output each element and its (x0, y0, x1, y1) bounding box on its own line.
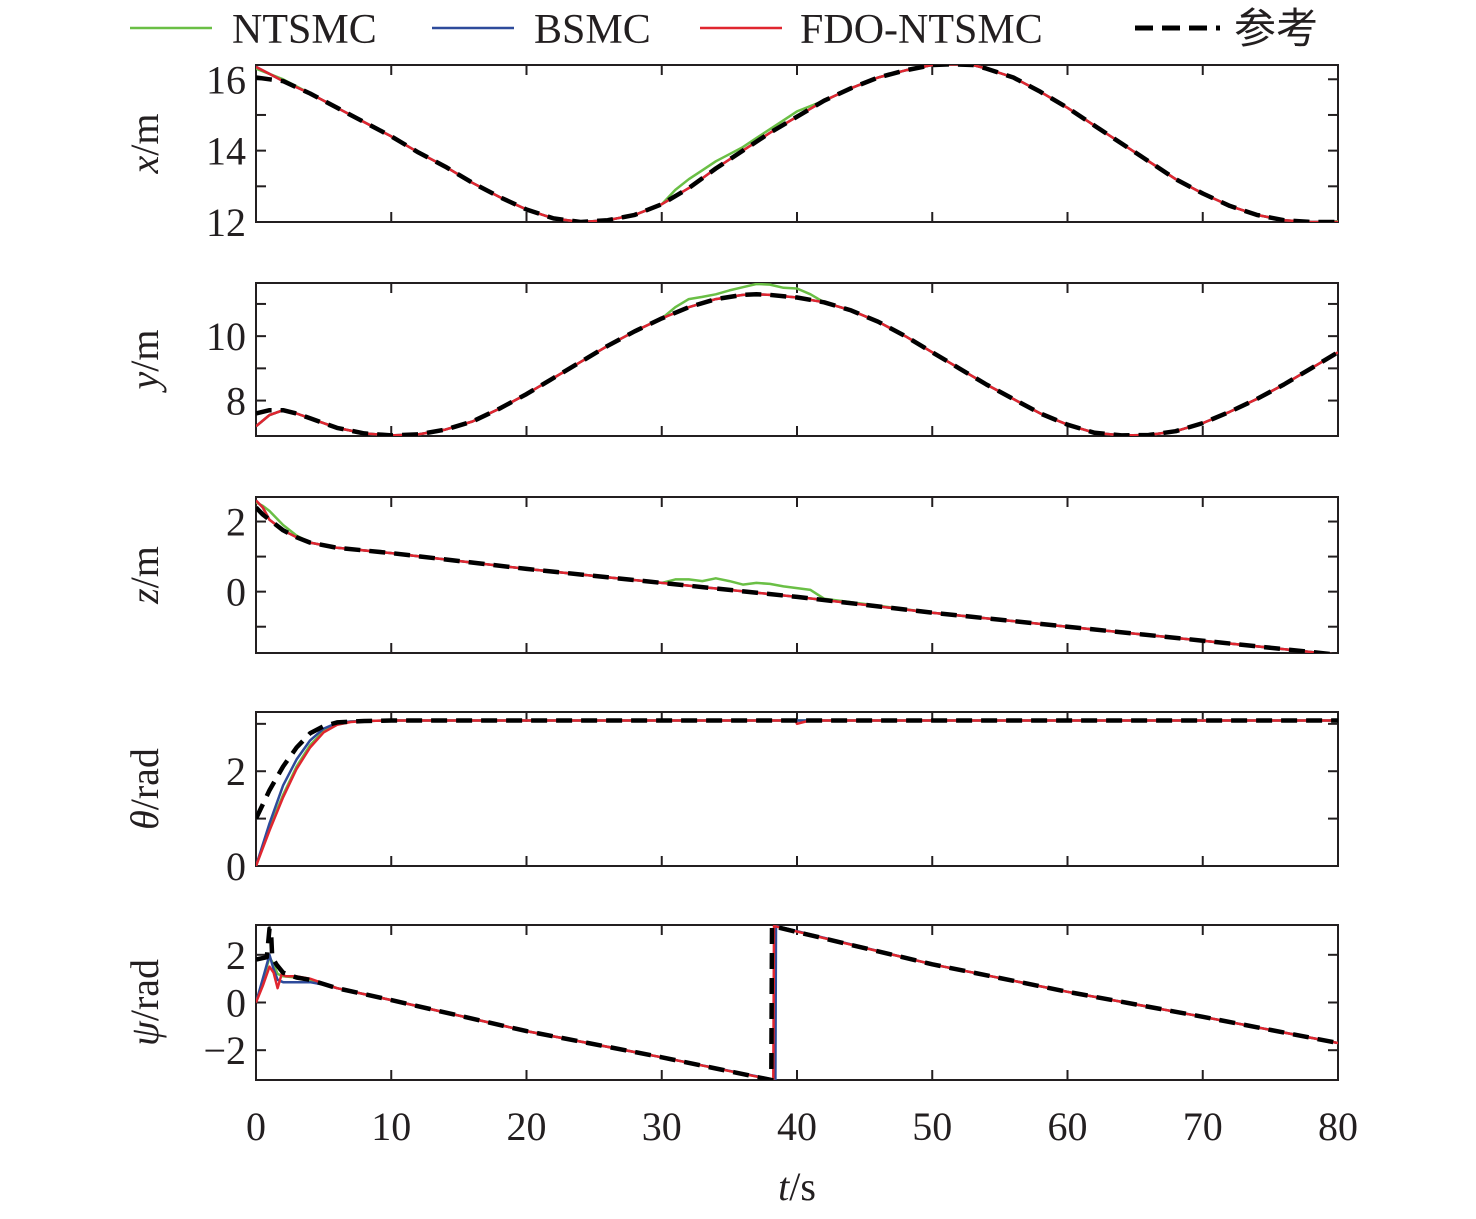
series-reference-x (256, 65, 1338, 222)
legend-label-3: 参考 (1234, 6, 1318, 53)
ylabel-var: z (122, 588, 167, 605)
series-reference-z (256, 505, 1338, 653)
panel-psi-ylabel: ψ/rad (122, 959, 167, 1046)
panel-psi: −202 ψ/rad (122, 924, 1339, 1081)
xtick-label-20: 20 (507, 1104, 547, 1149)
ylabel-unit: /m (122, 546, 167, 588)
panel-x-ytick-label: 16 (206, 57, 246, 102)
ylabel-var: y (122, 372, 167, 394)
legend-label-2: FDO-NTSMC (800, 7, 1043, 53)
panel-z-ytick-label: 2 (226, 500, 246, 545)
panel-y-ytick-label: 10 (206, 314, 246, 359)
xlabel-var: t (778, 1164, 790, 1209)
xtick-label-10: 10 (371, 1104, 411, 1149)
panel-y: 8 10 y/m (122, 282, 1339, 437)
panel-x-ytick-label: 12 (206, 200, 246, 245)
panel-psi-ytick-label: 0 (226, 981, 246, 1026)
panel-y-ylabel: y/m (122, 330, 167, 394)
series-fdo-ntsmc-x (256, 65, 1338, 222)
series-ntsmc-z (256, 501, 1333, 653)
legend-label-1: BSMC (534, 7, 651, 53)
series-fdo-ntsmc-y (256, 293, 1338, 436)
series-bsmc-x (256, 65, 1338, 222)
panel-x: 12 14 16 x/m (122, 57, 1339, 245)
series-reference-theta (256, 718, 1338, 820)
x-axis-label: t/s (778, 1164, 816, 1209)
xtick-label-40: 40 (777, 1104, 817, 1149)
series-bsmc-theta (256, 719, 1338, 866)
panel-z: 0 2 z/m (122, 496, 1339, 654)
series-ntsmc-theta (256, 719, 1338, 866)
panel-theta-ytick-label: 2 (226, 749, 246, 794)
series-bsmc-y (256, 293, 1338, 436)
series-ntsmc-x (256, 65, 1338, 222)
series-ntsmc-psi (256, 925, 1338, 1080)
panel-psi-ytick-label: −2 (203, 1028, 246, 1073)
ylabel-var: x (122, 156, 167, 175)
panel-x-ylabel: x/m (122, 114, 167, 175)
series-fdo-ntsmc-z (256, 499, 1333, 653)
panel-theta: 0 2 θ/rad (122, 711, 1339, 889)
xtick-label-70: 70 (1183, 1104, 1223, 1149)
panel-theta-ytick-label: 0 (226, 844, 246, 889)
xtick-label-0: 0 (246, 1104, 266, 1149)
xtick-label-50: 50 (912, 1104, 952, 1149)
legend: NTSMC BSMC FDO-NTSMC 参考 (130, 6, 1318, 53)
ylabel-unit: /rad (122, 748, 167, 810)
ylabel-unit: /rad (122, 959, 167, 1021)
panel-y-frame (255, 282, 1339, 437)
xtick-label-80: 80 (1318, 1104, 1358, 1149)
series-reference-psi (256, 925, 1338, 1080)
panel-z-ylabel: z/m (122, 546, 167, 605)
panel-z-ytick-label: 0 (226, 570, 246, 615)
x-axis: 0 10 20 30 40 50 60 70 80 t/s (246, 1104, 1358, 1209)
panel-x-ytick-label: 14 (206, 129, 246, 174)
series-fdo-ntsmc-psi (256, 925, 1338, 1080)
series-ntsmc-y (256, 283, 1338, 436)
series-bsmc-psi (256, 925, 1338, 1080)
series-fdo-ntsmc-theta (256, 719, 1338, 866)
ylabel-var: θ (122, 810, 167, 830)
xlabel-unit: /s (789, 1164, 816, 1209)
panel-y-ytick-label: 8 (226, 379, 246, 424)
panel-theta-frame (255, 711, 1339, 867)
ylabel-unit: /m (122, 330, 167, 372)
xtick-label-60: 60 (1048, 1104, 1088, 1149)
panel-psi-ytick-label: 2 (226, 933, 246, 978)
xtick-label-30: 30 (642, 1104, 682, 1149)
ylabel-var: ψ (122, 1020, 167, 1046)
panel-x-frame (255, 64, 1339, 223)
panel-psi-frame (255, 924, 1339, 1081)
panel-theta-ylabel: θ/rad (122, 748, 167, 830)
series-reference-y (256, 292, 1338, 436)
series-bsmc-z (256, 499, 1333, 653)
legend-label-0: NTSMC (232, 7, 377, 53)
ylabel-unit: /m (122, 114, 167, 156)
panel-z-frame (255, 496, 1339, 654)
